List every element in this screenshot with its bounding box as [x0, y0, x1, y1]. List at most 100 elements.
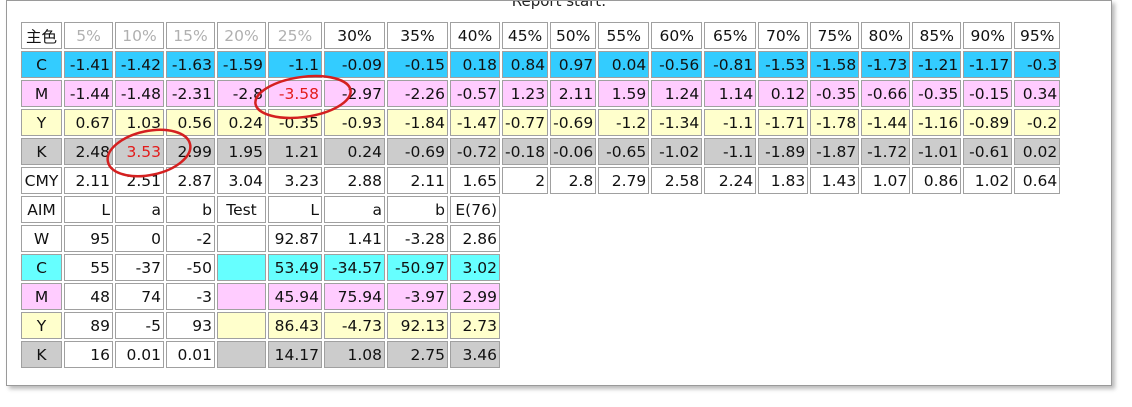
value-cell: 1.14 [704, 80, 757, 107]
value-cell: 2.11 [550, 80, 597, 107]
value-cell: 0.12 [758, 80, 809, 107]
value-cell: -0.81 [704, 51, 757, 78]
header-cell: 主色 [21, 22, 62, 49]
test-value-cell: -4.73 [324, 312, 385, 339]
aim-cell: -2 [166, 225, 215, 252]
table-row: K 16 0.01 0.01 14.17 1.08 2.75 3.46 [21, 341, 1060, 368]
value-cell: -1.2 [598, 109, 650, 136]
test-cell [217, 225, 266, 252]
value-cell: 0.64 [1014, 167, 1061, 194]
test-value-cell: -3.97 [387, 283, 448, 310]
value-cell: 0.84 [502, 51, 549, 78]
value-cell: -1.87 [810, 138, 860, 165]
delta-e-cell: 3.46 [450, 341, 500, 368]
value-cell: -0.69 [550, 109, 597, 136]
test-value-cell: 92.87 [268, 225, 322, 252]
value-cell: -1.17 [963, 51, 1013, 78]
value-cell: -0.61 [963, 138, 1013, 165]
test-value-cell: -3.28 [387, 225, 448, 252]
aim-cell: 0.01 [115, 341, 164, 368]
value-cell: 1.65 [450, 167, 500, 194]
report-table: 主色 5% 10% 15% 20% 25% 30% 35% 40% 45% 50% 55% 60% 65%… [19, 20, 1062, 370]
value-cell: 0.18 [450, 51, 500, 78]
test-cell [217, 254, 266, 281]
test-value-cell: 86.43 [268, 312, 322, 339]
header-cell: 60% [651, 22, 703, 49]
header-cell: 95% [1014, 22, 1061, 49]
table-row: C -1.41 -1.42 -1.63 -1.59 -1.1 -0.09 -0.15 0.18 0… [21, 51, 1061, 78]
value-cell: -2.26 [387, 80, 448, 107]
value-cell: -1.42 [115, 51, 164, 78]
value-cell: 2 [502, 167, 549, 194]
value-cell: -0.56 [651, 51, 703, 78]
value-cell: -0.65 [598, 138, 650, 165]
value-cell: -0.89 [963, 109, 1013, 136]
table-row: M -1.44 -1.48 -2.31 -2.8 -3.58 -2.97 -2.26 -0.57… [21, 80, 1061, 107]
header-cell: b [387, 196, 448, 223]
header-cell: 90% [963, 22, 1013, 49]
delta-e-cell: 3.02 [450, 254, 500, 281]
value-cell: -1.47 [450, 109, 500, 136]
aim-cell: 48 [64, 283, 113, 310]
aim-cell: 0.01 [166, 341, 215, 368]
header-cell: AIM [21, 196, 62, 223]
row-label: CMY [21, 167, 62, 194]
header-cell: 50% [550, 22, 597, 49]
test-value-cell: 2.75 [387, 341, 448, 368]
value-cell: -1.44 [861, 109, 911, 136]
value-cell: -1.16 [912, 109, 962, 136]
value-cell: -1.72 [861, 138, 911, 165]
table-row: W 95 0 -2 92.87 1.41 -3.28 2.86 [21, 225, 1060, 252]
header-cell: 80% [861, 22, 911, 49]
value-cell: 0.67 [64, 109, 113, 136]
aim-cell: -5 [115, 312, 164, 339]
value-cell: -0.06 [550, 138, 597, 165]
value-cell: -0.66 [861, 80, 911, 107]
value-cell: 3.04 [217, 167, 266, 194]
value-cell: -2.8 [217, 80, 266, 107]
value-cell: 0.97 [550, 51, 597, 78]
test-value-cell: 92.13 [387, 312, 448, 339]
value-cell: 1.83 [758, 167, 809, 194]
value-cell: 0.34 [1014, 80, 1061, 107]
value-cell: -0.35 [268, 109, 322, 136]
table-row: 主色 5% 10% 15% 20% 25% 30% 35% 40% 45% 50% 55% 60% 65%… [21, 22, 1061, 49]
value-cell: 1.23 [502, 80, 549, 107]
value-cell: 2.51 [115, 167, 164, 194]
header-cell: Test [217, 196, 266, 223]
aim-cell: 95 [64, 225, 113, 252]
value-cell: 2.79 [598, 167, 650, 194]
value-cell: -1.71 [758, 109, 809, 136]
value-cell: 2.88 [324, 167, 385, 194]
value-cell: -0.69 [387, 138, 448, 165]
test-value-cell: 45.94 [268, 283, 322, 310]
value-cell: 1.95 [217, 138, 266, 165]
value-cell: 1.24 [651, 80, 703, 107]
value-cell: -0.57 [450, 80, 500, 107]
header-cell: 40% [450, 22, 500, 49]
value-cell: 0.86 [912, 167, 962, 194]
value-cell: -1.1 [268, 51, 322, 78]
test-value-cell: 75.94 [324, 283, 385, 310]
value-cell: 0.24 [217, 109, 266, 136]
header-cell: 15% [166, 22, 215, 49]
value-cell: -0.35 [912, 80, 962, 107]
value-cell: 1.03 [115, 109, 164, 136]
value-cell: -1.34 [651, 109, 703, 136]
row-label: M [21, 80, 62, 107]
test-value-cell: 1.41 [324, 225, 385, 252]
table-row: Y 0.67 1.03 0.56 0.24 -0.35 -0.93 -1.84 -1.47 -0.… [21, 109, 1061, 136]
header-cell: 85% [912, 22, 962, 49]
value-cell: -0.35 [810, 80, 860, 107]
value-cell: -2.31 [166, 80, 215, 107]
value-cell: 0.02 [1014, 138, 1061, 165]
aim-cell: -37 [115, 254, 164, 281]
aim-cell: 93 [166, 312, 215, 339]
value-cell: -0.2 [1014, 109, 1061, 136]
test-value-cell: 53.49 [268, 254, 322, 281]
value-cell: 1.21 [268, 138, 322, 165]
table-row: M 48 74 -3 45.94 75.94 -3.97 2.99 [21, 283, 1060, 310]
header-cell: 45% [502, 22, 549, 49]
aim-cell: -50 [166, 254, 215, 281]
value-cell: -1.48 [115, 80, 164, 107]
